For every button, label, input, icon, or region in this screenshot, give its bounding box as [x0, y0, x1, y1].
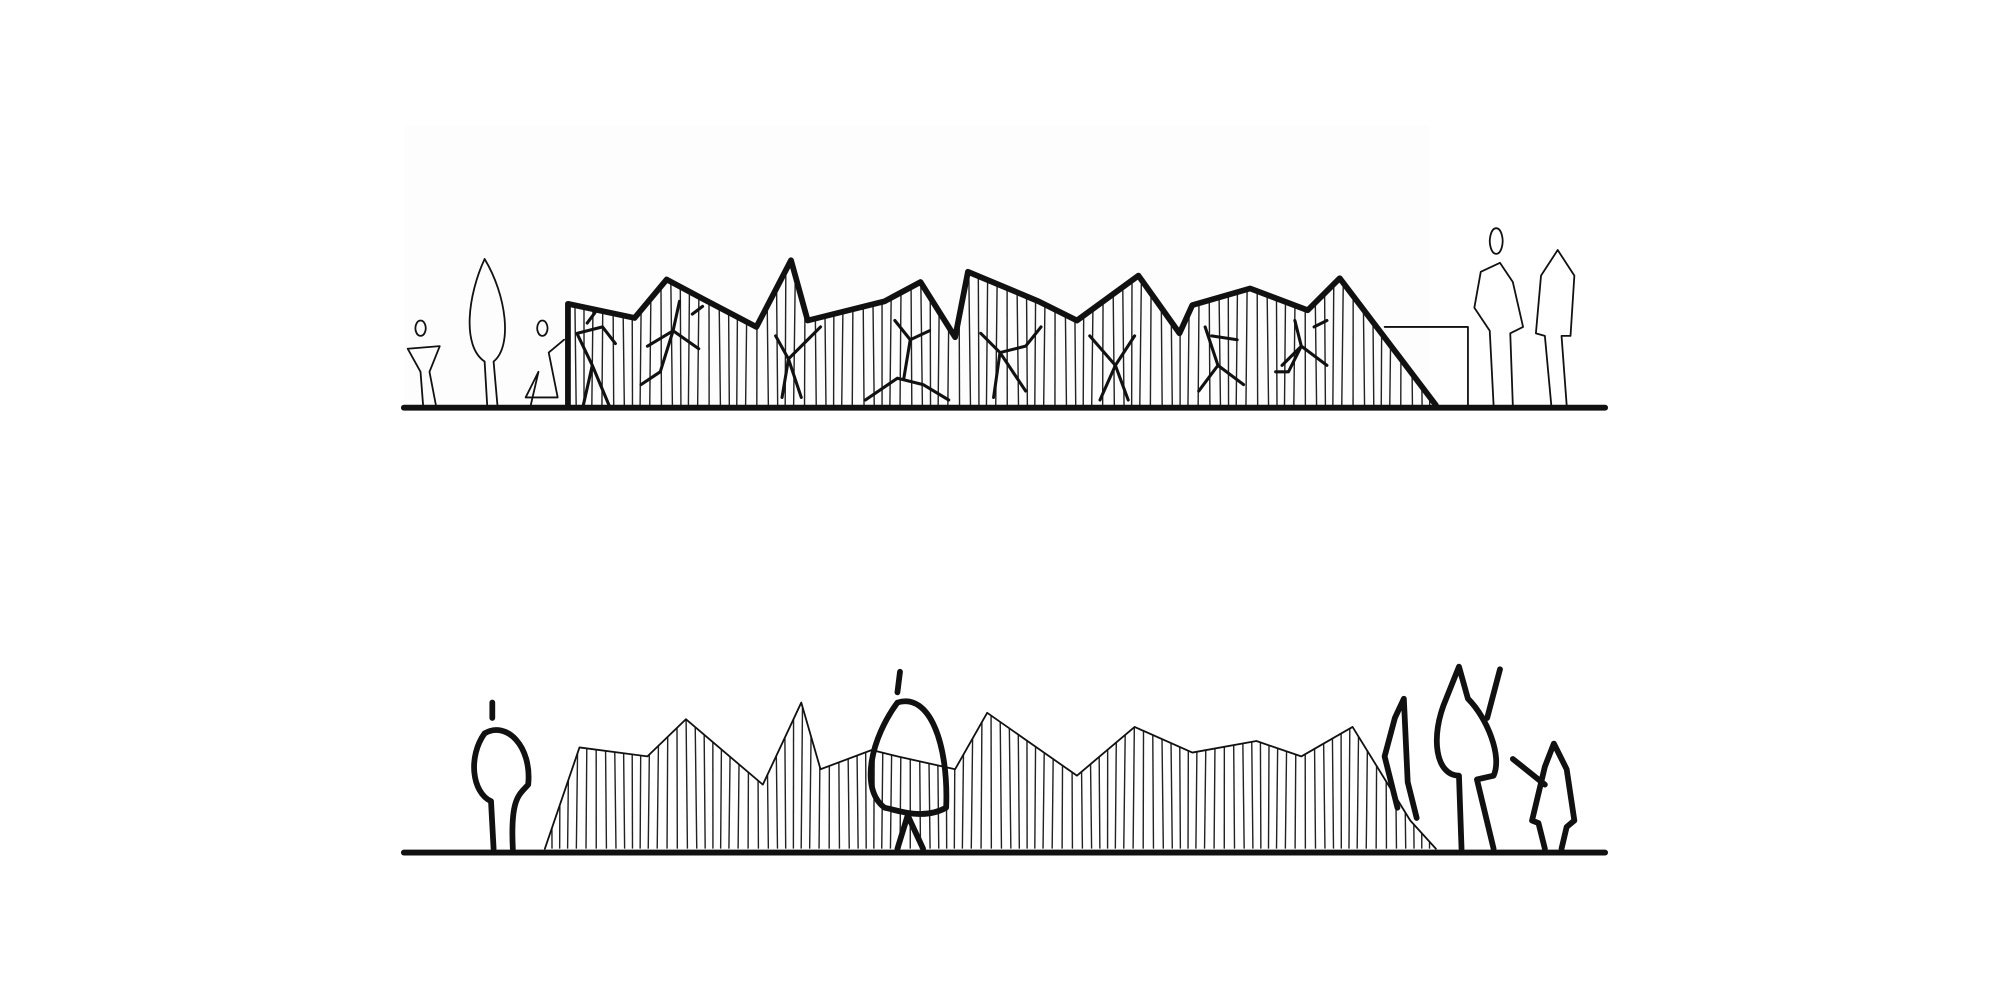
- hatch-line: [728, 702, 732, 849]
- hatch-line: [873, 702, 876, 849]
- hatch-line: [1232, 702, 1236, 849]
- hatch-line: [1080, 702, 1084, 849]
- hatch-line: [999, 702, 1003, 849]
- hatch-line: [1061, 702, 1064, 849]
- people-top: [406, 227, 1576, 407]
- hatch-line: [1160, 702, 1165, 849]
- hatch-line: [1034, 702, 1037, 849]
- hatch-line: [961, 702, 965, 849]
- people-bottom: [471, 663, 1578, 852]
- hatch-line: [604, 702, 608, 849]
- hatch-line: [1412, 702, 1415, 849]
- hatch-line: [566, 702, 570, 849]
- hatch-line: [889, 702, 894, 849]
- hatch-line: [613, 702, 617, 849]
- hatch-line: [1241, 702, 1245, 849]
- hatch-line: [774, 702, 779, 849]
- hatch-line: [846, 702, 850, 849]
- hatch-line: [639, 702, 642, 849]
- hatch-line: [1284, 702, 1288, 849]
- dancing-figures: [575, 299, 1329, 407]
- paper-tone: [403, 125, 1430, 408]
- hatch-line: [1313, 702, 1317, 849]
- hatch-line: [1259, 702, 1262, 849]
- hatch-line: [1114, 702, 1118, 849]
- hatch-line: [575, 702, 579, 849]
- hatch-line: [1428, 702, 1432, 849]
- hatch-line: [818, 702, 822, 849]
- hatch-line: [756, 702, 760, 849]
- hatch-line: [1017, 702, 1021, 849]
- hatch-line: [1356, 702, 1360, 849]
- hatch-line: [585, 702, 588, 849]
- roof-outline-bottom: [543, 701, 1437, 850]
- hatch-line: [1169, 702, 1174, 849]
- hatch-line: [1098, 702, 1101, 849]
- hatch-line: [953, 702, 956, 849]
- hatch-line: [1071, 702, 1074, 849]
- hatch-line: [737, 702, 741, 849]
- hatch-line: [1365, 702, 1369, 849]
- hatch-line: [719, 702, 723, 849]
- hatch-line: [808, 702, 813, 849]
- hatch-line: [1275, 702, 1279, 849]
- hatch-line: [837, 702, 841, 849]
- hatch-line: [783, 702, 787, 849]
- hatch-line: [1294, 702, 1297, 849]
- hatch-line: [685, 702, 689, 849]
- hatch-line: [694, 702, 698, 849]
- hatch-line: [647, 702, 651, 849]
- hatch-line: [800, 702, 804, 849]
- hatch-line: [1178, 702, 1182, 849]
- hatch-line: [1195, 702, 1199, 849]
- hatch-line: [977, 260, 980, 408]
- hatch-line: [855, 702, 859, 849]
- hatch-line: [1089, 702, 1093, 849]
- hatch-line: [864, 702, 867, 849]
- hatch-line: [703, 702, 706, 849]
- hatch-line: [936, 702, 940, 849]
- hatch-line: [918, 702, 922, 849]
- hatch-line: [1151, 702, 1155, 849]
- hatch-line: [1375, 702, 1378, 849]
- hatch-line: [558, 702, 561, 849]
- hatch-line: [980, 702, 983, 849]
- hatch-line: [1008, 702, 1012, 849]
- hatch-line: [1322, 702, 1326, 849]
- hatch-line: [1213, 702, 1217, 849]
- hatch-line: [1267, 702, 1270, 849]
- hatch-line: [1250, 702, 1254, 849]
- hatch-line: [1051, 702, 1055, 849]
- hatch-line: [1132, 702, 1136, 849]
- hatch-line: [1331, 702, 1335, 849]
- hatch-line: [1123, 702, 1127, 849]
- hatch-line: [747, 702, 750, 849]
- hatch-line: [656, 702, 660, 849]
- hatch-line: [622, 702, 626, 849]
- hatch-line: [1348, 702, 1351, 849]
- hatch-line: [666, 702, 669, 849]
- roof-outline-top: [565, 257, 1439, 411]
- hatch-line: [1203, 702, 1208, 849]
- hatch-line: [970, 702, 974, 849]
- hatch-line: [1042, 702, 1046, 849]
